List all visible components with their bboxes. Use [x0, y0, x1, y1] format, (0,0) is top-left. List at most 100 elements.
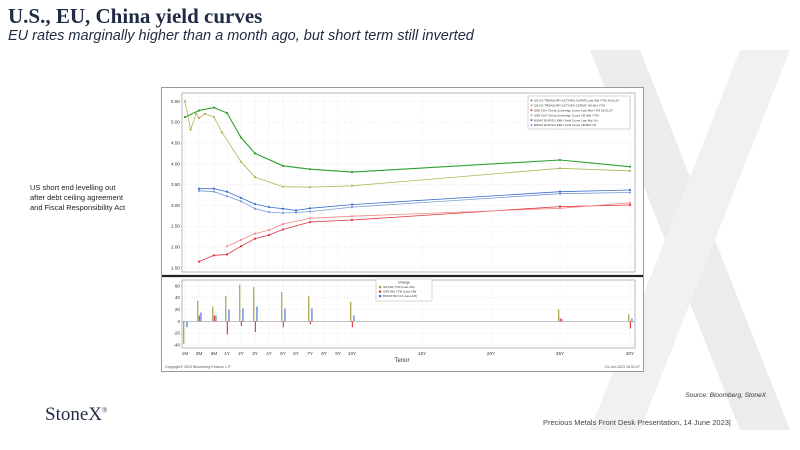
x-tick-label: 7Y [307, 351, 313, 356]
series-point [197, 187, 201, 190]
change-legend-label: I25 Mid YTM (Last-1M) [383, 285, 415, 289]
change-bar [561, 319, 563, 322]
change-bar [215, 315, 217, 322]
change-bar [559, 318, 561, 322]
change-bar [213, 315, 215, 322]
series-point [294, 211, 298, 214]
series-point [308, 168, 312, 171]
slide-title: U.S., EU, China yield curves [8, 4, 263, 28]
y-tick-label: 2.50 [171, 224, 180, 229]
series-point [253, 175, 257, 179]
x-tick-label: 1Y [224, 351, 230, 356]
change-bar [242, 308, 244, 322]
series-point [308, 210, 312, 213]
series-point [253, 237, 257, 240]
series-point [239, 196, 243, 200]
y-tick-label: 3.00 [171, 203, 180, 208]
x-tick-label: 9Y [335, 351, 341, 356]
change-bar [308, 295, 310, 322]
series-point [281, 228, 285, 231]
legend-label: I299 CNY China Sovereign Curve 1M Mid YT… [534, 113, 599, 117]
change-bar [350, 301, 352, 322]
series-line [198, 190, 631, 214]
series-point [628, 165, 632, 168]
change-bar [256, 306, 258, 322]
change-bar [284, 308, 286, 322]
change-legend-swatch [379, 290, 382, 293]
slide-subtitle: EU rates marginally higher than a month … [8, 28, 474, 44]
series-point [628, 188, 632, 192]
slide-footer: Precious Metals Front Desk Presentation,… [543, 418, 731, 427]
chart-frame: 1M 3M 6M 1Y 2Y 3Y 4Y 5Y 6Y 7Y 8Y 9Y 10Y 15Y 20Y 25Y 30Y 1… [161, 87, 644, 372]
x-axis-label: Tenor [394, 358, 409, 364]
legend-box [527, 95, 631, 130]
x-tick-label: 25Y [556, 351, 564, 356]
series-point [281, 211, 285, 214]
series-point [253, 203, 257, 206]
series-point [225, 195, 229, 198]
change-bar [183, 321, 185, 344]
x-tick-label: 2Y [238, 351, 244, 356]
legend-label: I299 CNY China Sovereign Curve Last Mid … [534, 109, 613, 113]
y-tick-label: 4.00 [171, 161, 180, 166]
change-bar [353, 315, 355, 322]
yield-curve-chart: 1M 3M 6M 1Y 2Y 3Y 4Y 5Y 6Y 7Y 8Y 9Y 10Y 15Y 20Y 25Y 30Y 1… [162, 92, 643, 369]
y-tick-label: 0 [177, 319, 180, 324]
stonex-logo: StoneX® [45, 404, 107, 426]
change-bar [282, 321, 284, 328]
series-point [253, 207, 257, 210]
series-point [239, 238, 243, 242]
series-point [308, 220, 312, 224]
change-legend-swatch [379, 286, 382, 289]
x-tick-label: 6Y [293, 351, 299, 356]
series-point [203, 112, 207, 115]
y-tick-label: 5.50 [171, 99, 180, 104]
series-point [281, 223, 285, 226]
chart-copyright: Copyright© 2023 Bloomberg Finance L.P. [165, 365, 231, 369]
change-bar [558, 309, 560, 322]
legend-swatch [530, 104, 533, 107]
series-point [212, 116, 216, 119]
legend-label: BS047 EUR EU EMU Yield Curve 1M Bid YId [534, 123, 596, 127]
series-point [239, 160, 243, 163]
change-bar [200, 312, 202, 322]
upper-plot-frame [181, 92, 636, 273]
series-point [239, 200, 243, 203]
change-bar [629, 321, 631, 329]
series-point [197, 116, 201, 120]
y-tick-label: -20 [173, 331, 180, 336]
series-point [212, 187, 216, 190]
change-bar [186, 321, 188, 328]
change-legend-label: I299 Mid YTM (Last-1M) [383, 290, 416, 294]
legend-swatch [530, 109, 533, 112]
series-point [253, 152, 257, 155]
series-point [350, 170, 354, 174]
series-point [267, 205, 271, 209]
series-point [225, 111, 229, 115]
series-point [267, 210, 271, 214]
change-bar [309, 321, 311, 325]
series-point [253, 232, 257, 235]
y-tick-label: 4.50 [171, 140, 180, 145]
series-point [308, 217, 312, 220]
legend-label: I25 US TREASURY ACTIVES CURVE Last Mid Y… [534, 99, 620, 103]
series-point [281, 164, 285, 167]
x-tick-label: 8Y [321, 351, 327, 356]
change-bar [228, 309, 230, 322]
series-point [281, 207, 285, 210]
x-tick-label: 3Y [252, 351, 258, 356]
change-legend-title: Change [398, 281, 410, 285]
series-point [558, 192, 562, 195]
change-bar [311, 308, 313, 322]
series-point [195, 112, 198, 115]
legend-swatch [530, 114, 533, 117]
y-tick-label: 40 [175, 295, 181, 300]
series-point [350, 215, 354, 218]
series-point [239, 245, 243, 248]
source-note: Source: Bloomberg, StoneX [685, 392, 766, 399]
series-line [199, 188, 631, 211]
x-tick-label: 20Y [487, 351, 495, 356]
series-point [197, 260, 201, 263]
y-tick-label: 60 [175, 283, 181, 288]
series-point [308, 207, 312, 210]
